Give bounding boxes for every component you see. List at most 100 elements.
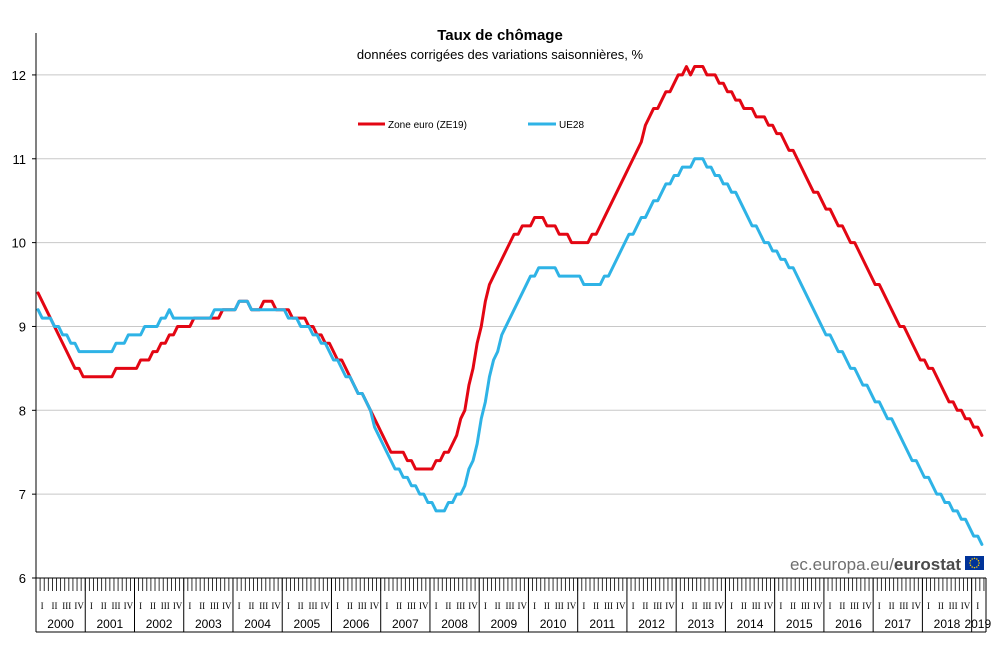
quarter-label: II [495,601,501,611]
quarter-label: IV [124,601,134,611]
quarter-label: III [653,601,662,611]
quarter-label: I [632,601,635,611]
flag-star [971,566,973,568]
quarter-label: II [938,601,944,611]
watermark-brand: eurostat [894,555,961,574]
quarter-label: II [692,601,698,611]
quarter-label: I [90,601,93,611]
quarter-label: III [604,601,613,611]
quarter-label: IV [911,601,921,611]
quarter-label: II [445,601,451,611]
quarter-label: I [730,601,733,611]
series-line-ue28 [36,157,984,546]
quarter-label: I [484,601,487,611]
quarter-label: III [752,601,761,611]
quarter-label: IV [222,601,232,611]
quarter-label: II [642,601,648,611]
quarter-label: II [741,601,747,611]
year-label: 2003 [195,617,222,631]
flag-star [977,559,980,562]
quarter-label: II [248,601,254,611]
quarter-label: III [899,601,908,611]
quarter-label: II [889,601,895,611]
quarter-label: III [456,601,465,611]
quarter-label: II [593,601,599,611]
quarter-label: I [336,601,339,611]
quarter-label: IV [321,601,331,611]
quarter-label: II [396,601,402,611]
quarter-label: IV [468,601,478,611]
series-lines [36,65,984,546]
year-label: 2013 [687,617,714,631]
quarter-label: II [199,601,205,611]
quarter-label: IV [862,601,872,611]
year-label: 2015 [786,617,813,631]
year-label: 2006 [343,617,370,631]
year-label: 2010 [540,617,567,631]
y-axis-ticks: 6 7 8 9 10 11 12 [12,68,36,586]
quarter-label: I [927,601,930,611]
quarter-label: I [188,601,191,611]
quarter-label: IV [715,601,725,611]
quarter-label: III [358,601,367,611]
year-label: 2012 [638,617,665,631]
legend: Zone euro (ZE19) UE28 [358,120,584,131]
ytick-label-9: 9 [19,319,26,334]
year-label: 2005 [293,617,320,631]
flag-star [969,559,972,562]
ytick-label-6: 6 [19,571,26,586]
flag-star [978,562,980,564]
watermark-text: ec.europa.eu/eurostat [790,555,961,574]
quarter-label: III [112,601,121,611]
quarter-label: I [435,601,438,611]
quarter-label: II [790,601,796,611]
quarter-label: III [161,601,170,611]
legend-label-ue28: UE28 [559,120,584,131]
legend-label-zone-euro: Zone euro (ZE19) [388,120,467,131]
quarter-label: IV [271,601,281,611]
year-label: 2019 [964,617,991,631]
year-label: 2018 [934,617,961,631]
quarter-label: III [259,601,268,611]
ytick-label-10: 10 [12,236,26,251]
chart-subtitle: données corrigées des variations saisonn… [357,47,644,62]
quarter-label: II [298,601,304,611]
quarter-label: III [62,601,71,611]
flag-star [976,558,978,560]
quarter-label: III [801,601,810,611]
year-label: 2008 [441,617,468,631]
quarter-label: IV [419,601,429,611]
flag-star [973,557,976,560]
quarter-label: I [976,601,979,611]
quarter-label: I [582,601,585,611]
year-label: 2001 [97,617,124,631]
flag-star [971,558,973,560]
quarter-label: IV [370,601,380,611]
year-label: 2004 [244,617,271,631]
quarter-label: I [287,601,290,611]
flag-star [973,566,976,569]
quarter-label: I [779,601,782,611]
watermark-domain: ec.europa.eu/ [790,555,894,574]
quarter-label: IV [764,601,774,611]
quarter-label: I [829,601,832,611]
ytick-label-12: 12 [12,68,26,83]
quarter-label: III [949,601,958,611]
chart-title: Taux de chômage [437,27,563,44]
year-label: 2016 [835,617,862,631]
quarter-label: I [533,601,536,611]
quarter-label: IV [813,601,823,611]
eurostat-watermark: ec.europa.eu/eurostat [790,555,984,574]
quarter-label: I [385,601,388,611]
quarter-label: I [681,601,684,611]
year-label: 2002 [146,617,173,631]
quarter-label: I [238,601,241,611]
year-label: 2009 [490,617,517,631]
quarter-label: III [702,601,711,611]
quarter-label: II [150,601,156,611]
quarter-label: II [51,601,57,611]
quarter-label: IV [74,601,84,611]
quarter-label: II [839,601,845,611]
